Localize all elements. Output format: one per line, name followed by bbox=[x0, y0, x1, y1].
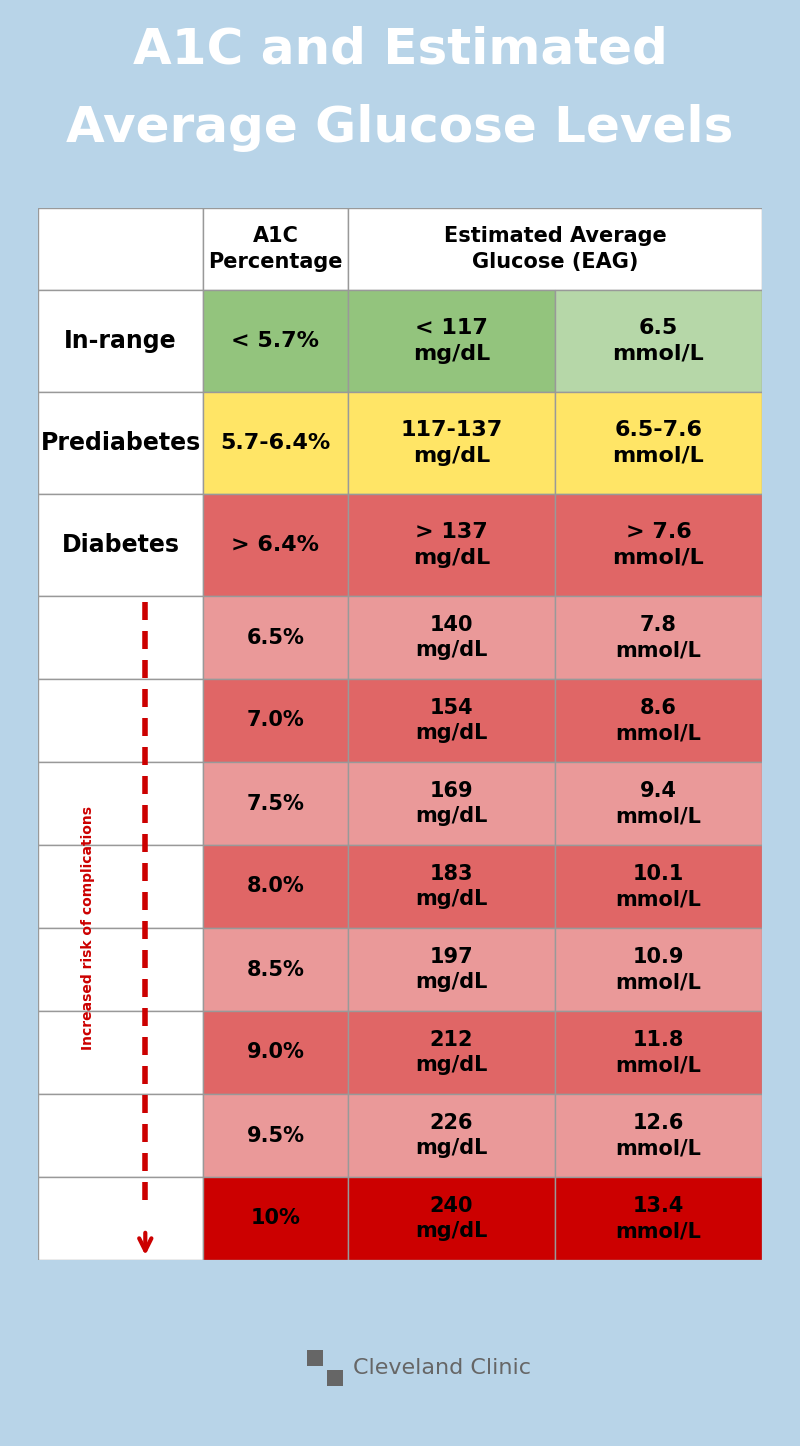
Text: 117-137
mg/dL: 117-137 mg/dL bbox=[400, 421, 502, 466]
Bar bbox=[555, 1095, 762, 1177]
Text: 11.8
mmol/L: 11.8 mmol/L bbox=[615, 1030, 702, 1076]
Bar bbox=[203, 208, 348, 291]
Bar bbox=[555, 1177, 762, 1259]
Text: Increased risk of complications: Increased risk of complications bbox=[81, 805, 94, 1050]
Text: Cleveland Clinic: Cleveland Clinic bbox=[353, 1358, 531, 1378]
Bar bbox=[555, 680, 762, 762]
Bar bbox=[38, 291, 203, 392]
Text: > 6.4%: > 6.4% bbox=[231, 535, 319, 555]
Bar bbox=[203, 495, 348, 596]
Text: 6.5-7.6
mmol/L: 6.5-7.6 mmol/L bbox=[613, 421, 704, 466]
Bar bbox=[555, 495, 762, 596]
Bar bbox=[203, 762, 348, 844]
Text: < 117
mg/dL: < 117 mg/dL bbox=[413, 318, 490, 364]
Text: 8.5%: 8.5% bbox=[246, 960, 305, 979]
Text: 8.0%: 8.0% bbox=[246, 876, 304, 897]
Bar bbox=[555, 928, 762, 1011]
Bar bbox=[38, 844, 203, 928]
Bar bbox=[38, 1095, 203, 1177]
Text: 10%: 10% bbox=[250, 1209, 301, 1229]
Bar bbox=[38, 392, 203, 495]
Text: 8.6
mmol/L: 8.6 mmol/L bbox=[615, 698, 702, 743]
Text: 7.8
mmol/L: 7.8 mmol/L bbox=[615, 615, 702, 661]
Text: Prediabetes: Prediabetes bbox=[41, 431, 201, 455]
Bar bbox=[203, 928, 348, 1011]
Bar bbox=[348, 495, 555, 596]
Text: 154
mg/dL: 154 mg/dL bbox=[415, 698, 487, 743]
Text: 9.0%: 9.0% bbox=[246, 1043, 305, 1063]
Text: A1C and Estimated: A1C and Estimated bbox=[133, 26, 667, 74]
Bar bbox=[348, 1095, 555, 1177]
Bar bbox=[555, 1011, 762, 1095]
Text: 240
mg/dL: 240 mg/dL bbox=[415, 1196, 487, 1241]
Text: Diabetes: Diabetes bbox=[62, 534, 179, 557]
Text: 6.5%: 6.5% bbox=[246, 628, 305, 648]
Text: < 5.7%: < 5.7% bbox=[231, 331, 319, 351]
Text: 6.5
mmol/L: 6.5 mmol/L bbox=[613, 318, 704, 364]
Text: > 137
mg/dL: > 137 mg/dL bbox=[413, 522, 490, 568]
Bar bbox=[327, 1369, 343, 1387]
Bar bbox=[203, 392, 348, 495]
Bar bbox=[348, 762, 555, 844]
Text: 212
mg/dL: 212 mg/dL bbox=[415, 1030, 487, 1076]
Bar bbox=[348, 291, 555, 392]
Text: A1C
Percentage: A1C Percentage bbox=[208, 226, 342, 272]
Bar bbox=[203, 1011, 348, 1095]
Bar bbox=[348, 596, 555, 680]
Text: 197
mg/dL: 197 mg/dL bbox=[415, 947, 487, 992]
Bar bbox=[203, 680, 348, 762]
Bar bbox=[203, 1177, 348, 1259]
Text: 7.5%: 7.5% bbox=[246, 794, 305, 814]
Bar bbox=[307, 1351, 323, 1366]
Text: 169
mg/dL: 169 mg/dL bbox=[415, 781, 487, 826]
Text: In-range: In-range bbox=[64, 330, 177, 353]
Text: 10.1
mmol/L: 10.1 mmol/L bbox=[615, 863, 702, 910]
Bar bbox=[203, 596, 348, 680]
Bar bbox=[555, 291, 762, 392]
Text: 140
mg/dL: 140 mg/dL bbox=[415, 615, 487, 661]
Text: Estimated Average
Glucose (EAG): Estimated Average Glucose (EAG) bbox=[443, 226, 666, 272]
Bar bbox=[555, 762, 762, 844]
Text: 7.0%: 7.0% bbox=[246, 710, 304, 730]
Bar bbox=[348, 1177, 555, 1259]
Bar bbox=[38, 1011, 203, 1095]
Bar bbox=[348, 1011, 555, 1095]
Bar bbox=[38, 208, 203, 291]
Bar bbox=[555, 392, 762, 495]
Bar bbox=[348, 928, 555, 1011]
Bar bbox=[348, 844, 555, 928]
Bar bbox=[38, 596, 203, 680]
Bar bbox=[38, 680, 203, 762]
Bar bbox=[348, 208, 762, 291]
Text: 226
mg/dL: 226 mg/dL bbox=[415, 1113, 487, 1158]
Bar bbox=[555, 844, 762, 928]
Text: 10.9
mmol/L: 10.9 mmol/L bbox=[615, 947, 702, 992]
Text: 13.4
mmol/L: 13.4 mmol/L bbox=[615, 1196, 702, 1241]
Bar bbox=[38, 495, 203, 596]
Text: 183
mg/dL: 183 mg/dL bbox=[415, 863, 487, 910]
Text: 9.4
mmol/L: 9.4 mmol/L bbox=[615, 781, 702, 826]
Bar bbox=[555, 596, 762, 680]
Text: 9.5%: 9.5% bbox=[246, 1125, 305, 1145]
Text: 12.6
mmol/L: 12.6 mmol/L bbox=[615, 1113, 702, 1158]
Bar bbox=[38, 928, 203, 1011]
Bar bbox=[348, 392, 555, 495]
Bar bbox=[203, 291, 348, 392]
Text: Average Glucose Levels: Average Glucose Levels bbox=[66, 104, 734, 152]
Text: 5.7-6.4%: 5.7-6.4% bbox=[220, 432, 330, 453]
Bar bbox=[38, 762, 203, 844]
Bar bbox=[348, 680, 555, 762]
Bar bbox=[38, 1177, 203, 1259]
Bar bbox=[203, 844, 348, 928]
Text: > 7.6
mmol/L: > 7.6 mmol/L bbox=[613, 522, 704, 568]
Bar bbox=[203, 1095, 348, 1177]
